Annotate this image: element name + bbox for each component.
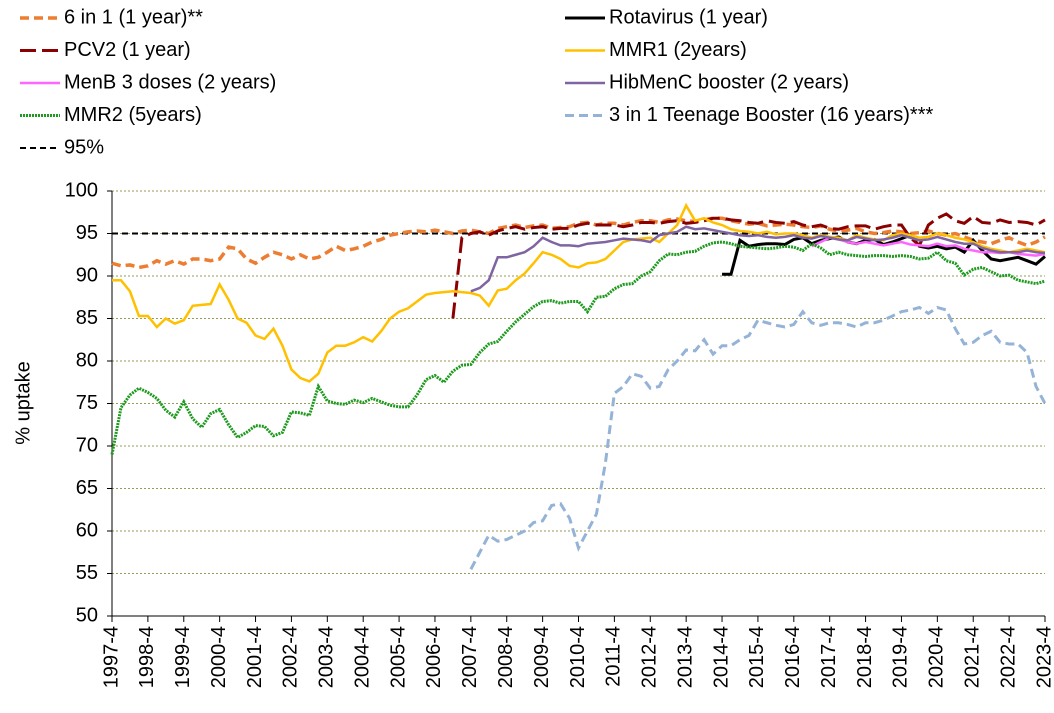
series-line <box>469 305 1047 570</box>
series-line <box>111 216 1046 270</box>
legend-label: HibMenC booster (2 years) <box>609 71 849 93</box>
legend-label: 3 in 1 Teenage Booster (16 years)*** <box>609 104 933 126</box>
x-tick-label: 2001-4 <box>244 626 266 688</box>
y-tick-label: 75 <box>76 392 98 414</box>
x-tick-label: 1998-4 <box>136 626 158 688</box>
series-line <box>470 225 1046 293</box>
legend-label: PCV2 (1 year) <box>64 39 191 61</box>
y-tick-label: 70 <box>76 434 98 456</box>
x-tick-label: 2003-4 <box>316 626 338 688</box>
legend-label: MenB 3 doses (2 years) <box>64 71 276 93</box>
x-tick-label: 2016-4 <box>782 626 804 688</box>
x-tick-label: 2019-4 <box>890 626 912 688</box>
x-tick-label: 2006-4 <box>423 626 445 688</box>
y-tick-label: 90 <box>76 264 98 286</box>
x-tick-label: 2021-4 <box>962 626 984 688</box>
legend-label: MMR2 (5years) <box>64 104 202 126</box>
x-tick-label: 2009-4 <box>531 626 553 688</box>
legend-label: 95% <box>64 136 104 158</box>
series-line <box>110 240 1046 455</box>
x-tick-label: 1997-4 <box>100 626 122 688</box>
legend-label: Rotavirus (1 year) <box>609 6 768 28</box>
x-tick-label: 2017-4 <box>818 626 840 688</box>
y-tick-label: 65 <box>76 477 98 499</box>
y-tick-label: 95 <box>76 222 98 244</box>
x-tick-label: 1999-4 <box>172 626 194 688</box>
y-tick-label: 55 <box>76 562 98 584</box>
x-tick-label: 2014-4 <box>710 626 732 688</box>
y-tick-label: 60 <box>76 519 98 541</box>
x-tick-label: 2023-4 <box>1033 626 1054 688</box>
x-tick-label: 2005-4 <box>387 626 409 688</box>
x-tick-label: 2002-4 <box>280 626 302 688</box>
x-tick-label: 2004-4 <box>351 626 373 688</box>
y-tick-label: 50 <box>76 604 98 626</box>
y-axis-label: % uptake <box>12 361 34 444</box>
y-tick-label: 100 <box>65 179 98 201</box>
y-tick-label: 85 <box>76 307 98 329</box>
x-tick-label: 2018-4 <box>854 626 876 688</box>
legend-label: MMR1 (2years) <box>609 39 747 61</box>
series-line <box>451 212 1046 319</box>
legend-label: 6 in 1 (1 year)** <box>64 6 203 28</box>
x-tick-label: 2012-4 <box>639 626 661 688</box>
x-tick-label: 2000-4 <box>208 626 230 688</box>
x-tick-label: 2007-4 <box>459 626 481 688</box>
x-tick-label: 2013-4 <box>674 626 696 688</box>
series-line <box>112 202 1046 383</box>
x-tick-label: 2011-4 <box>603 626 625 687</box>
x-tick-label: 2008-4 <box>495 626 517 688</box>
x-tick-label: 2020-4 <box>926 626 948 688</box>
y-tick-label: 80 <box>76 349 98 371</box>
x-tick-label: 2015-4 <box>746 626 768 688</box>
x-tick-label: 2010-4 <box>567 626 589 688</box>
x-tick-label: 2022-4 <box>997 626 1019 688</box>
